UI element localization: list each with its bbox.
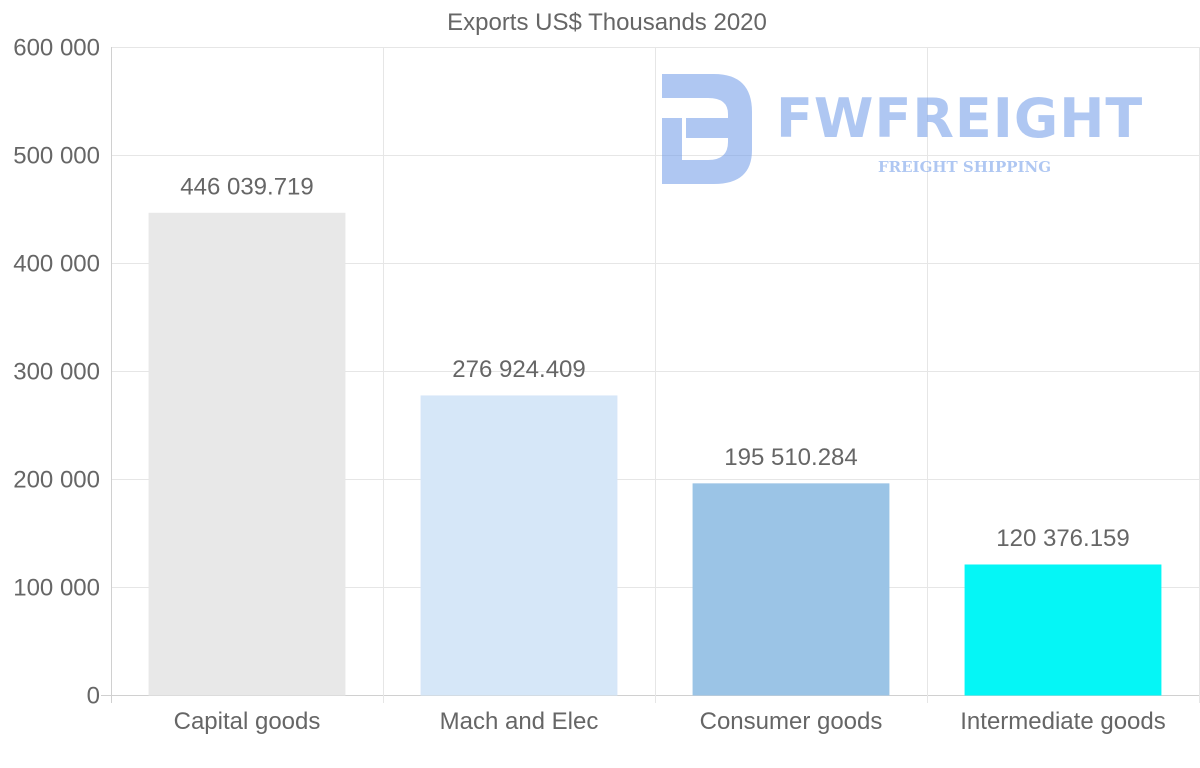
bar-mach-and-elec [420, 395, 618, 696]
bar-capital-goods [148, 212, 346, 696]
chart-title: Exports US$ Thousands 2020 [447, 9, 767, 36]
x-axis: Capital goods Mach and Elec Consumer goods… [174, 708, 1166, 735]
x-tick-label: Intermediate goods [960, 708, 1165, 735]
bars [148, 212, 1162, 696]
data-label: 446 039.719 [180, 173, 313, 200]
x-tick-label: Consumer goods [700, 708, 883, 735]
data-label: 195 510.284 [724, 444, 857, 471]
y-tick-label: 100 000 [13, 575, 100, 602]
y-tick-label: 0 [87, 683, 100, 710]
data-label: 120 376.159 [996, 525, 1129, 552]
data-labels: 446 039.719 276 924.409 195 510.284 120 376… [180, 173, 1129, 552]
y-axis: 0 100 000 200 000 300 000 400 000 500 000 600 … [13, 35, 100, 710]
data-label: 276 924.409 [452, 356, 585, 383]
y-tick-label: 500 000 [13, 143, 100, 170]
y-tick-label: 200 000 [13, 467, 100, 494]
y-tick-label: 600 000 [13, 35, 100, 62]
y-tick-label: 300 000 [13, 359, 100, 386]
x-tick-label: Mach and Elec [440, 708, 599, 735]
bar-consumer-goods [692, 483, 890, 696]
bar-intermediate-goods [964, 564, 1162, 696]
y-tick-label: 400 000 [13, 251, 100, 278]
x-tick-label: Capital goods [174, 708, 321, 735]
